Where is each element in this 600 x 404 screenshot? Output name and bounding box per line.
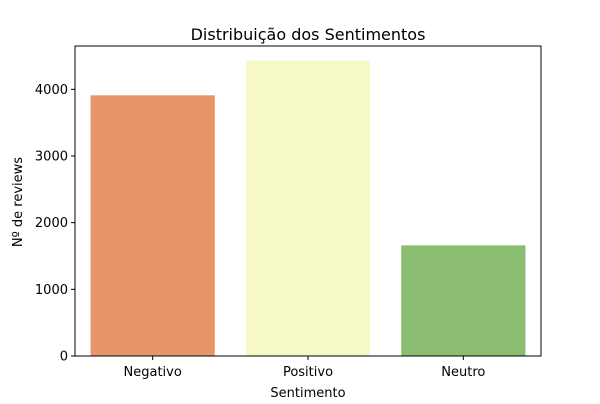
axes-group: 0 1000 2000 3000 4000 Negativo Positivo Neutro [35,45,542,380]
x-axis-label: Sentimento [270,386,345,400]
bar-negativo [90,95,215,356]
chart-title: Distribuição dos Sentimentos [191,25,426,44]
bars-group [90,60,526,357]
x-tick-label: Positivo [283,365,333,380]
y-tick-label: 1000 [35,283,68,298]
bar-positivo [245,60,371,357]
y-axis-label: Nº de reviews [11,157,26,247]
x-tick-label: Neutro [441,365,485,380]
y-tick-label: 2000 [35,216,68,231]
y-tick-label: 4000 [35,83,68,98]
y-tick-label: 0 [60,350,68,365]
y-tick-label: 3000 [35,150,68,165]
x-tick-label: Negativo [124,365,182,380]
bar-neutro [401,245,526,356]
